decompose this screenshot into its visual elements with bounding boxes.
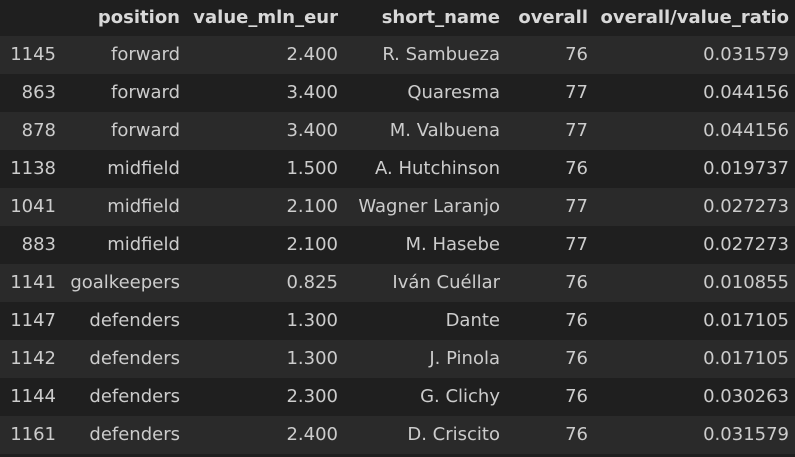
cell-value-mln-eur: 3.400 (286, 82, 338, 103)
table-body: 1145 forward 2.400 R. Sambueza 76 0.0315… (0, 36, 795, 454)
row-index: 1147 (10, 310, 56, 331)
cell-value-mln-eur: 2.100 (286, 196, 338, 217)
table-row: 1161 defenders 2.400 D. Criscito 76 0.03… (0, 416, 795, 454)
cell-position: midfield (107, 158, 180, 179)
cell-short-name: Iván Cuéllar (392, 272, 500, 293)
row-index: 1141 (10, 272, 56, 293)
cell-short-name: R. Sambueza (382, 44, 500, 65)
cell-value-mln-eur: 0.825 (286, 272, 338, 293)
cell-position: forward (110, 120, 180, 141)
cell-value-mln-eur: 2.100 (286, 234, 338, 255)
table-header: position value_mln_eur short_name overal… (0, 0, 795, 36)
cell-position: forward (110, 82, 180, 103)
cell-ratio: 0.030263 (703, 386, 789, 407)
header-short-name: short_name (344, 0, 506, 36)
cell-overall: 77 (565, 234, 588, 255)
table-row: 1144 defenders 2.300 G. Clichy 76 0.0302… (0, 378, 795, 416)
cell-short-name: M. Hasebe (405, 234, 501, 255)
cell-overall: 76 (565, 272, 588, 293)
table-row: 1138 midfield 1.500 A. Hutchinson 76 0.0… (0, 150, 795, 188)
cell-value-mln-eur: 1.500 (286, 158, 338, 179)
row-index: 863 (21, 82, 56, 103)
cell-overall: 76 (565, 44, 588, 65)
header-index (0, 0, 62, 36)
cell-short-name: Quaresma (407, 82, 500, 103)
table-row: 1145 forward 2.400 R. Sambueza 76 0.0315… (0, 36, 795, 74)
header-overall: overall (506, 0, 594, 36)
cell-ratio: 0.044156 (703, 82, 789, 103)
cell-short-name: D. Criscito (407, 424, 500, 445)
table-row: 883 midfield 2.100 M. Hasebe 77 0.027273 (0, 226, 795, 264)
cell-ratio: 0.027273 (703, 196, 789, 217)
row-index: 883 (21, 234, 56, 255)
table-row: 863 forward 3.400 Quaresma 77 0.044156 (0, 74, 795, 112)
cell-ratio: 0.017105 (703, 310, 789, 331)
cell-short-name: A. Hutchinson (375, 158, 500, 179)
cell-overall: 76 (565, 386, 588, 407)
row-index: 1144 (10, 386, 56, 407)
cell-position: defenders (89, 310, 180, 331)
cell-overall: 76 (565, 424, 588, 445)
cell-value-mln-eur: 2.400 (286, 424, 338, 445)
row-index: 1138 (10, 158, 56, 179)
cell-value-mln-eur: 1.300 (286, 310, 338, 331)
table-row: 1147 defenders 1.300 Dante 76 0.017105 (0, 302, 795, 340)
cell-ratio: 0.031579 (703, 424, 789, 445)
row-index: 878 (21, 120, 56, 141)
table-row: 1041 midfield 2.100 Wagner Laranjo 77 0.… (0, 188, 795, 226)
cell-ratio: 0.031579 (703, 44, 789, 65)
cell-ratio: 0.017105 (703, 348, 789, 369)
cell-value-mln-eur: 3.400 (286, 120, 338, 141)
cell-ratio: 0.010855 (703, 272, 789, 293)
cell-position: defenders (89, 348, 180, 369)
cell-position: midfield (107, 234, 180, 255)
header-position: position (62, 0, 186, 36)
row-index: 1142 (10, 348, 56, 369)
cell-overall: 77 (565, 82, 588, 103)
cell-short-name: G. Clichy (420, 386, 500, 407)
row-index: 1145 (10, 44, 56, 65)
cell-value-mln-eur: 1.300 (286, 348, 338, 369)
cell-short-name: M. Valbuena (389, 120, 500, 141)
cell-overall: 76 (565, 348, 588, 369)
row-index: 1161 (10, 424, 56, 445)
cell-position: midfield (107, 196, 180, 217)
cell-overall: 77 (565, 196, 588, 217)
cell-ratio: 0.044156 (703, 120, 789, 141)
header-overall-value-ratio: overall/value_ratio (594, 0, 795, 36)
cell-overall: 76 (565, 310, 588, 331)
cell-position: defenders (89, 386, 180, 407)
cell-ratio: 0.027273 (703, 234, 789, 255)
cell-value-mln-eur: 2.400 (286, 44, 338, 65)
row-index: 1041 (10, 196, 56, 217)
cell-position: goalkeepers (70, 272, 180, 293)
table-row: 1142 defenders 1.300 J. Pinola 76 0.0171… (0, 340, 795, 378)
cell-overall: 77 (565, 120, 588, 141)
cell-short-name: Dante (445, 310, 500, 331)
table-row: 1141 goalkeepers 0.825 Iván Cuéllar 76 0… (0, 264, 795, 302)
header-value-mln-eur: value_mln_eur (186, 0, 344, 36)
cell-ratio: 0.019737 (703, 158, 789, 179)
cell-position: forward (110, 44, 180, 65)
cell-overall: 76 (565, 158, 588, 179)
cell-position: defenders (89, 424, 180, 445)
cell-value-mln-eur: 2.300 (286, 386, 338, 407)
table-row: 878 forward 3.400 M. Valbuena 77 0.04415… (0, 112, 795, 150)
header-row: position value_mln_eur short_name overal… (0, 0, 795, 36)
cell-short-name: J. Pinola (429, 348, 500, 369)
cell-short-name: Wagner Laranjo (358, 196, 500, 217)
